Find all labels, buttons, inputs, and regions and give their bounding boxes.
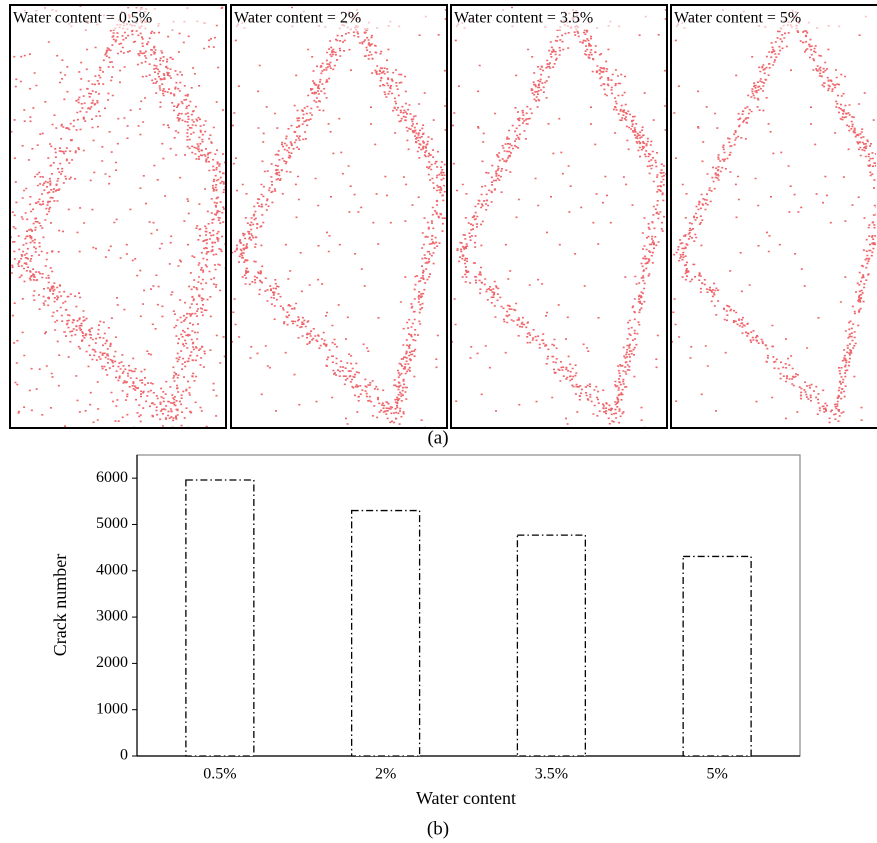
panel-border	[450, 4, 668, 429]
label-bg	[12, 8, 212, 30]
y-tick-label: 1000	[96, 700, 128, 717]
bar	[185, 479, 255, 757]
panel-border	[670, 4, 877, 429]
y-axis-title: Crack number	[50, 554, 70, 656]
panel-bg	[451, 5, 667, 428]
y-tick-label: 5000	[96, 515, 128, 532]
crack-dots	[231, 6, 447, 428]
x-tick-label: 0.5%	[203, 766, 236, 783]
panel-border	[9, 4, 227, 429]
label-bg	[453, 8, 653, 30]
bar	[682, 555, 752, 757]
label-bg	[233, 8, 433, 30]
panel-bg	[231, 5, 447, 428]
panel-label: Water content = 2%	[234, 10, 361, 27]
x-axis-title: Water content	[416, 788, 516, 808]
bar	[350, 509, 421, 757]
panel-label: Water content = 3.5%	[454, 10, 593, 27]
panel-border	[230, 4, 448, 429]
panel-bg	[10, 5, 226, 428]
x-tick-label: 3.5%	[535, 766, 568, 783]
y-tick-label: 4000	[96, 561, 128, 578]
panel-label: Water content = 0.5%	[13, 10, 152, 27]
caption-a: (a)	[427, 427, 448, 448]
x-tick-label: 2%	[375, 766, 396, 783]
x-tick-label: 5%	[706, 766, 727, 783]
y-tick-label: 0	[120, 747, 128, 764]
label-bg	[673, 8, 873, 30]
y-tick-label: 2000	[96, 654, 128, 671]
panel-label: Water content = 5%	[674, 10, 801, 27]
caption-b: (b)	[427, 818, 449, 839]
y-tick-label: 6000	[96, 469, 128, 486]
bar	[516, 534, 587, 757]
y-tick-label: 3000	[96, 608, 128, 625]
